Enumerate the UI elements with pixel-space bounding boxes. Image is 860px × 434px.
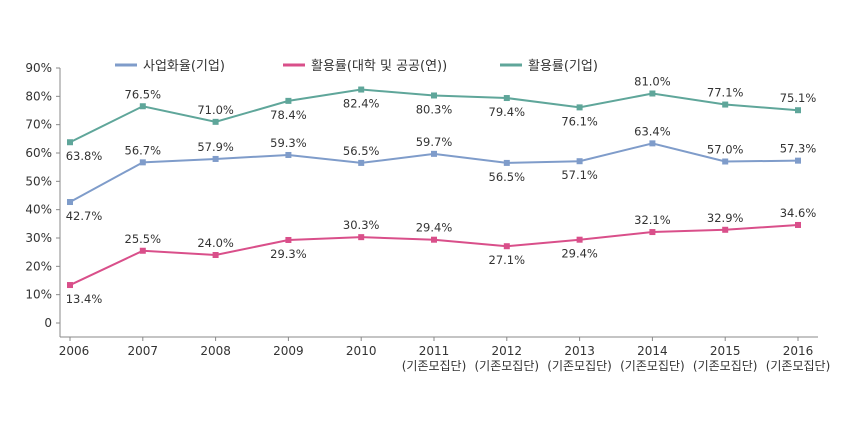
data-point — [139, 103, 146, 110]
data-label: 57.0% — [707, 143, 744, 157]
y-tick-label: 20% — [25, 259, 52, 273]
y-tick-label: 80% — [25, 89, 52, 103]
x-tick-label: 2010 — [346, 344, 377, 358]
data-point — [431, 150, 437, 157]
data-point — [649, 229, 656, 236]
data-point — [212, 118, 219, 125]
data-point — [212, 155, 219, 162]
data-label: 27.1% — [489, 253, 526, 267]
data-point — [649, 90, 656, 97]
x-tick-label: 2014 — [637, 344, 668, 358]
x-tick-label: 2011 — [419, 344, 450, 358]
data-point — [795, 221, 801, 228]
x-tick-label: 2007 — [128, 344, 159, 358]
data-label: 30.3% — [343, 218, 380, 232]
y-tick-label: 10% — [25, 288, 52, 302]
data-point — [722, 158, 729, 165]
data-point — [285, 151, 292, 158]
x-tick-label: 2008 — [200, 344, 231, 358]
data-point — [139, 247, 146, 254]
data-label: 59.7% — [416, 135, 453, 149]
data-label: 34.6% — [780, 206, 817, 220]
data-label: 42.7% — [66, 209, 103, 223]
data-point — [576, 104, 583, 111]
data-point — [67, 139, 73, 146]
legend-label: 사업화율(기업) — [143, 59, 225, 74]
legend-label: 활용률(기업) — [528, 59, 598, 74]
data-label: 63.8% — [66, 149, 103, 163]
y-tick-label: 40% — [25, 203, 52, 217]
y-tick-label: 60% — [25, 146, 52, 160]
x-tick-label: 2006 — [59, 344, 90, 358]
data-point — [212, 252, 219, 258]
data-label: 57.3% — [780, 142, 817, 156]
x-tick-sublabel: (기존모집단) — [402, 359, 467, 373]
x-tick-sublabel: (기존모집단) — [766, 359, 831, 373]
data-point — [358, 86, 365, 93]
data-point — [67, 199, 73, 206]
data-point — [576, 236, 583, 243]
data-point — [431, 92, 437, 99]
data-point — [285, 97, 292, 104]
data-point — [503, 243, 510, 250]
y-tick-label: 0 — [44, 316, 52, 330]
data-label: 24.0% — [197, 236, 234, 250]
data-label: 56.5% — [489, 170, 526, 184]
data-label: 29.4% — [561, 247, 598, 261]
data-label: 76.1% — [561, 114, 598, 128]
x-tick-sublabel: (기존모집단) — [693, 359, 758, 373]
data-label: 25.5% — [125, 232, 162, 246]
data-label: 80.3% — [416, 102, 453, 116]
data-label: 29.3% — [270, 247, 307, 261]
data-label: 32.1% — [634, 213, 671, 227]
data-label: 57.9% — [197, 140, 234, 154]
y-tick-label: 30% — [25, 231, 52, 245]
data-label: 78.4% — [270, 108, 307, 122]
data-label: 76.5% — [125, 87, 162, 101]
y-tick-label: 50% — [25, 174, 52, 188]
data-point — [67, 282, 73, 289]
data-label: 56.7% — [125, 143, 162, 157]
x-tick-sublabel: (기존모집단) — [620, 359, 685, 373]
x-tick-label: 2016 — [783, 344, 814, 358]
data-label: 13.4% — [66, 292, 103, 306]
data-point — [139, 159, 146, 166]
y-tick-label: 70% — [25, 118, 52, 132]
data-point — [285, 236, 292, 243]
y-tick-label: 90% — [25, 61, 52, 75]
data-label: 63.4% — [634, 124, 671, 138]
data-label: 75.1% — [780, 91, 817, 105]
data-label: 56.5% — [343, 144, 380, 158]
x-tick-sublabel: (기존모집단) — [547, 359, 612, 373]
x-tick-label: 2012 — [492, 344, 523, 358]
data-point — [649, 140, 656, 147]
x-tick-label: 2009 — [273, 344, 304, 358]
data-label: 57.1% — [561, 168, 598, 182]
x-tick-label: 2015 — [710, 344, 741, 358]
legend-label: 활용률(대학 및 공공(연)) — [311, 59, 447, 74]
data-label: 29.4% — [416, 221, 453, 235]
data-point — [358, 159, 365, 166]
data-label: 77.1% — [707, 86, 744, 100]
data-label: 81.0% — [634, 75, 671, 89]
x-tick-label: 2013 — [564, 344, 595, 358]
data-point — [358, 234, 365, 241]
data-point — [795, 107, 801, 114]
data-point — [431, 236, 437, 243]
data-label: 59.3% — [270, 136, 307, 150]
data-label: 32.9% — [707, 211, 744, 225]
data-point — [722, 226, 729, 233]
data-point — [503, 159, 510, 166]
data-label: 82.4% — [343, 97, 380, 111]
x-tick-sublabel: (기존모집단) — [475, 359, 540, 373]
data-point — [795, 157, 801, 164]
data-point — [722, 101, 729, 108]
data-point — [576, 158, 583, 165]
data-label: 79.4% — [489, 105, 526, 119]
data-label: 71.0% — [197, 103, 234, 117]
data-point — [503, 95, 510, 102]
